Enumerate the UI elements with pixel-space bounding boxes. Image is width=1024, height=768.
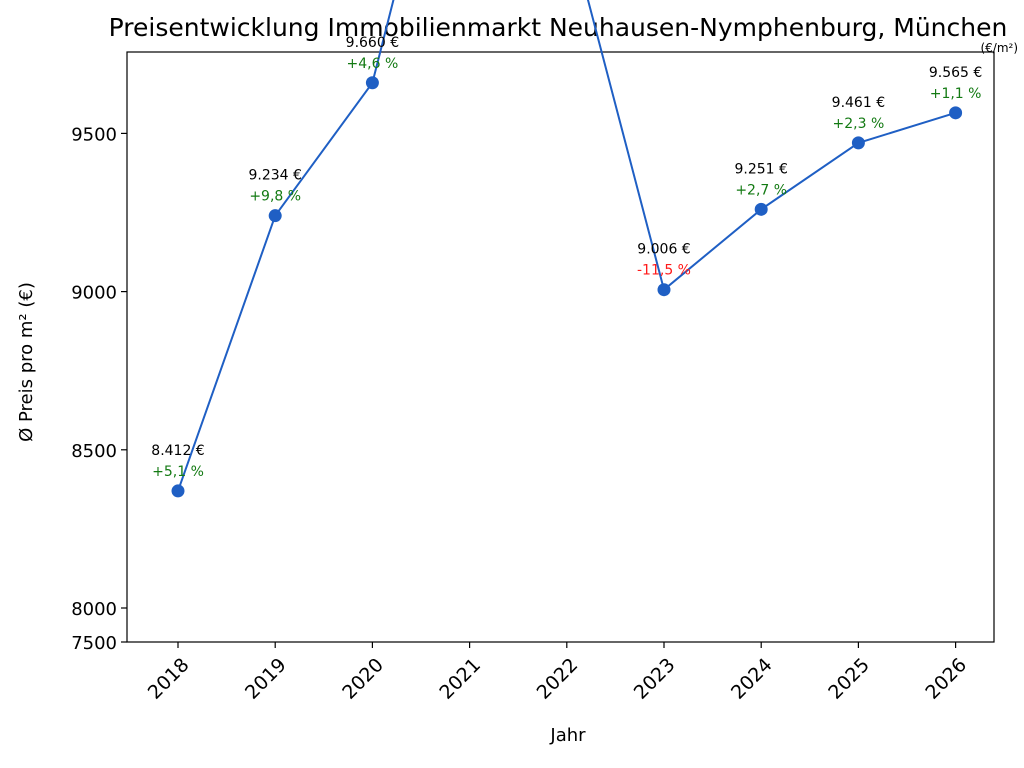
- y-tick-label: 8500: [71, 441, 117, 462]
- data-point: [949, 106, 963, 120]
- x-tick-label: 2018: [144, 654, 194, 704]
- change-label: +1,1 %: [930, 86, 982, 102]
- price-label: 9.565 €: [929, 65, 982, 81]
- data-points: [171, 76, 963, 498]
- y-tick-label: 9000: [71, 283, 117, 304]
- data-point: [754, 202, 768, 216]
- x-tick-label: 2022: [533, 654, 583, 704]
- series-line: [177, 0, 956, 492]
- data-point: [851, 136, 865, 150]
- data-point: [365, 76, 379, 90]
- change-label: +9,8 %: [249, 189, 301, 205]
- change-label: -11,5 %: [637, 263, 691, 279]
- x-tick-label: 2019: [241, 654, 291, 704]
- x-tick-label: 2023: [630, 654, 680, 704]
- data-point: [657, 283, 671, 297]
- y-axis: 7500800085009000950010000105001100011500: [71, 124, 127, 654]
- x-tick-label: 2020: [338, 654, 388, 704]
- price-label: 9.251 €: [734, 161, 787, 177]
- price-label: 9.006 €: [637, 242, 690, 258]
- change-label: +2,7 %: [735, 182, 787, 198]
- x-tick-label: 2021: [435, 654, 485, 704]
- chart-title: Preisentwicklung Immobilienmarkt Neuhaus…: [109, 13, 1008, 42]
- x-axis: 2018 2019 2020 2021 2022 2023 2024 2025 2026: [144, 642, 971, 704]
- unit-note: (€/m²): [980, 41, 1018, 55]
- y-axis-label: Ø Preis pro m² (€): [16, 282, 37, 442]
- data-labels: 8.412 €+5,1 %9.234 €+9,8 %9.660 €+4,6 %1…: [151, 35, 982, 480]
- y-tick-label: 9500: [71, 124, 117, 145]
- change-label: +5,1 %: [152, 464, 204, 480]
- data-point: [268, 209, 282, 223]
- data-point: [171, 484, 185, 498]
- x-axis-label: Jahr: [549, 725, 586, 746]
- change-label: +4,6 %: [347, 56, 399, 72]
- price-label: 9.660 €: [346, 35, 399, 51]
- price-label: 9.461 €: [832, 95, 885, 111]
- plot-frame: [126, 51, 995, 643]
- price-label: 9.234 €: [248, 168, 301, 184]
- change-label: +2,3 %: [833, 116, 885, 132]
- price-label: 8.412 €: [151, 443, 204, 459]
- x-tick-label: 2025: [824, 654, 874, 704]
- y-tick-label: 7500: [71, 633, 117, 654]
- x-tick-label: 2026: [921, 654, 971, 704]
- x-tick-label: 2024: [727, 654, 777, 704]
- y-tick-label: 8000: [71, 599, 117, 620]
